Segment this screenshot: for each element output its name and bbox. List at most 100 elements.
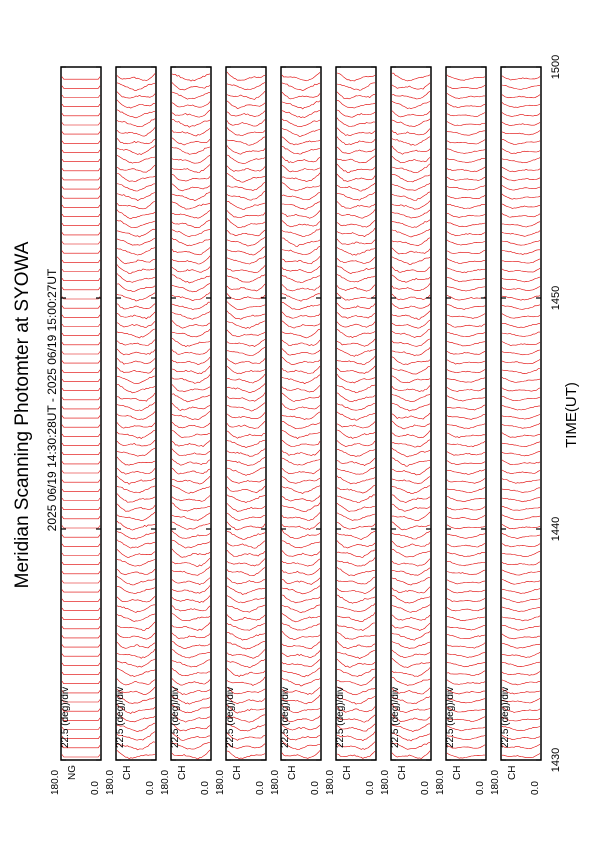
scan-trace [61, 369, 101, 373]
scan-trace [61, 589, 101, 593]
scan-trace [116, 247, 156, 256]
scan-trace [171, 183, 211, 192]
scan-trace [61, 332, 101, 336]
scan-trace [281, 604, 321, 614]
scan-trace [61, 122, 101, 126]
scan-trace [281, 631, 321, 640]
scan-trace [336, 668, 376, 677]
scan-trace [61, 736, 101, 739]
channel-name: NG [67, 765, 78, 780]
scan-trace [61, 662, 101, 666]
scan-trace [336, 209, 376, 219]
scan-trace [501, 121, 541, 126]
scan-trace [226, 236, 266, 247]
scan-trace [226, 705, 266, 714]
scan-trace [226, 154, 266, 164]
scan-trace [61, 314, 101, 318]
channel-panel: 22.5 (deg)/div 180.0 CH 0.0 [435, 66, 487, 795]
scan-trace [446, 130, 486, 136]
scan-trace [281, 594, 321, 604]
scan-trace [391, 631, 431, 641]
scan-scale-label: 22.5 (deg)/div [170, 687, 181, 748]
scan-trace [446, 725, 486, 732]
scan-trace [446, 496, 486, 503]
scan-trace [391, 328, 431, 338]
scan-trace [281, 613, 321, 623]
scan-trace [281, 650, 321, 659]
scan-trace [281, 411, 321, 420]
scan-trace [501, 349, 541, 356]
scan-trace [336, 421, 376, 429]
scan-trace [226, 229, 266, 237]
scan-trace [116, 348, 156, 356]
scan-trace [226, 383, 266, 394]
scan-trace [391, 385, 431, 392]
scan-trace [446, 195, 486, 200]
scan-trace [226, 165, 266, 172]
scan-trace [501, 533, 541, 539]
scan-trace [391, 100, 431, 110]
scan-trace [61, 113, 101, 117]
scan-trace [226, 392, 266, 402]
scan-trace [281, 731, 321, 741]
scan-trace [171, 393, 211, 403]
scan-trace [501, 606, 541, 613]
scan-trace [446, 350, 486, 355]
scan-trace [226, 110, 266, 118]
scan-trace [171, 320, 211, 329]
scan-trace [171, 659, 211, 668]
scan-trace [116, 192, 156, 201]
scan-trace [281, 667, 321, 678]
scan-trace [226, 172, 266, 183]
scan-trace [446, 616, 486, 622]
scan-trace [226, 668, 266, 677]
scan-trace [391, 237, 431, 247]
scan-trace [336, 302, 376, 310]
scan-trace [226, 595, 266, 604]
y-tick-top: 180.0 [380, 770, 391, 795]
scan-trace [446, 478, 486, 484]
x-axis-ticks: 1430 1440 1450 1500 [550, 55, 562, 772]
scan-trace [281, 687, 321, 695]
scan-trace [391, 174, 431, 183]
scan-trace [226, 255, 266, 265]
scan-trace [281, 467, 321, 475]
scan-trace [446, 239, 486, 246]
scan-trace [226, 320, 266, 329]
scan-trace [61, 616, 101, 620]
scan-trace [391, 586, 431, 594]
scan-trace [116, 621, 156, 631]
y-tick-bottom: 0.0 [310, 781, 321, 795]
scan-trace [171, 713, 211, 723]
scan-trace [501, 688, 541, 695]
scan-trace [282, 201, 321, 210]
scan-trace [171, 301, 210, 311]
scan-trace [171, 495, 211, 502]
scan-trace [447, 332, 486, 338]
channel-panel: 22.5 (deg)/div 180.0 CH 0.0 [215, 66, 267, 795]
scan-trace [391, 667, 431, 677]
scan-trace [446, 552, 485, 557]
scan-trace [446, 487, 486, 494]
scan-trace [61, 754, 101, 758]
scan-trace [171, 667, 211, 677]
scan-trace [391, 485, 431, 494]
scan-trace [226, 100, 266, 109]
scan-trace [116, 228, 156, 238]
scan-trace [336, 99, 376, 109]
scan-trace [281, 585, 321, 595]
scan-trace [116, 586, 156, 594]
scan-trace [116, 82, 156, 91]
scan-scale-label: 22.5 (deg)/div [500, 687, 511, 748]
scan-trace [281, 485, 321, 494]
scan-trace [281, 91, 321, 100]
scan-trace [501, 432, 540, 438]
scan-trace [116, 467, 156, 475]
scan-trace [116, 731, 156, 741]
scan-trace [391, 118, 431, 127]
scan-trace [116, 439, 156, 447]
scan-trace [336, 392, 376, 403]
scan-trace [391, 110, 431, 118]
scan-trace [281, 502, 321, 512]
scan-trace [226, 329, 266, 337]
